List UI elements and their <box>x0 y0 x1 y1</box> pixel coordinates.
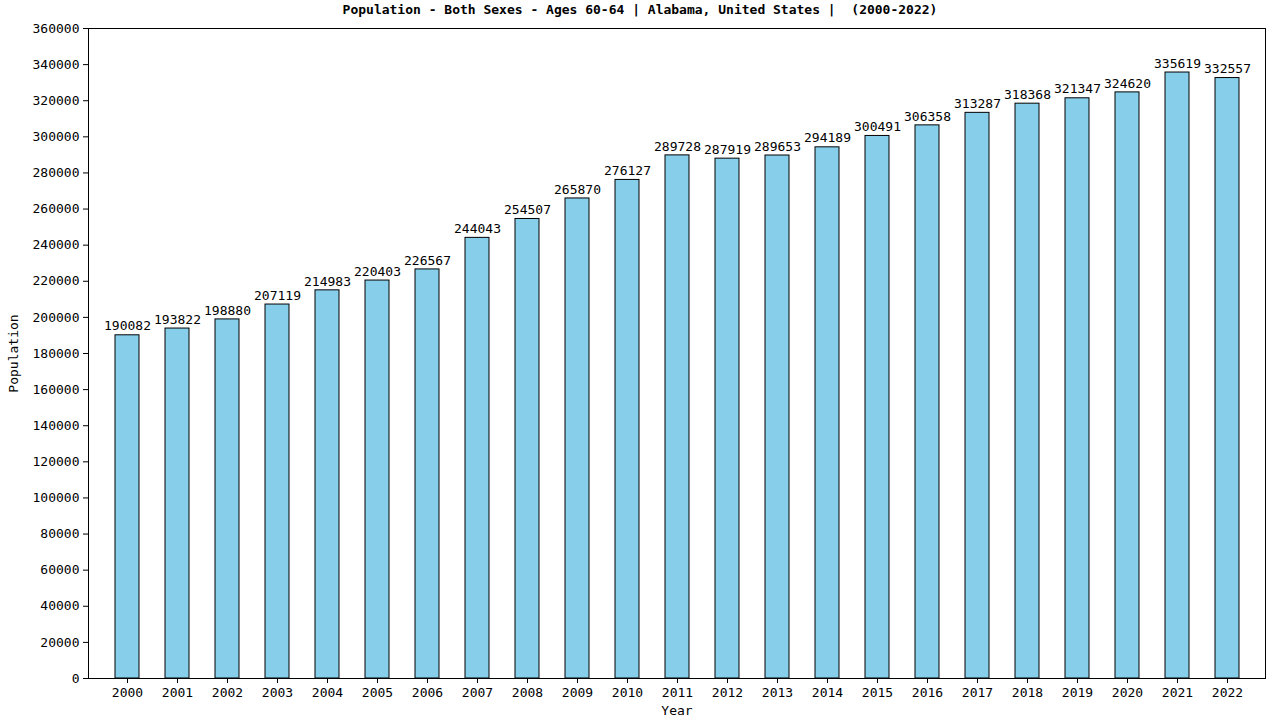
svg-text:260000: 260000 <box>33 201 80 216</box>
svg-text:2005: 2005 <box>362 685 393 700</box>
svg-text:220403: 220403 <box>354 264 401 279</box>
svg-text:300000: 300000 <box>33 129 80 144</box>
svg-text:332557: 332557 <box>1204 61 1251 76</box>
svg-text:160000: 160000 <box>33 382 80 397</box>
svg-text:313287: 313287 <box>954 96 1001 111</box>
svg-text:2003: 2003 <box>262 685 293 700</box>
svg-text:2001: 2001 <box>162 685 193 700</box>
svg-text:20000: 20000 <box>40 635 79 650</box>
svg-text:2019: 2019 <box>1062 685 1093 700</box>
svg-text:Year: Year <box>661 703 692 718</box>
svg-text:193822: 193822 <box>154 312 201 327</box>
svg-text:198880: 198880 <box>204 303 251 318</box>
svg-text:2014: 2014 <box>812 685 843 700</box>
svg-text:360000: 360000 <box>33 21 80 36</box>
svg-text:280000: 280000 <box>33 165 80 180</box>
svg-text:2018: 2018 <box>1012 685 1043 700</box>
svg-text:2006: 2006 <box>412 685 443 700</box>
html-text:Population - Both Sexes - Ages: Population - Both Sexes - Ages 60-64 | A… <box>342 2 938 17</box>
svg-text:2015: 2015 <box>862 685 893 700</box>
svg-text:80000: 80000 <box>40 526 79 541</box>
svg-text:214983: 214983 <box>304 273 351 288</box>
svg-text:2017: 2017 <box>962 685 993 700</box>
svg-text:294189: 294189 <box>804 130 851 145</box>
svg-text:318368: 318368 <box>1004 87 1051 102</box>
svg-text:200000: 200000 <box>33 310 80 325</box>
svg-text:2008: 2008 <box>512 685 543 700</box>
svg-text:340000: 340000 <box>33 57 80 72</box>
svg-text:180000: 180000 <box>33 346 80 361</box>
svg-text:2010: 2010 <box>612 685 643 700</box>
svg-text:220000: 220000 <box>33 273 80 288</box>
svg-text:2013: 2013 <box>762 685 793 700</box>
svg-text:140000: 140000 <box>33 418 80 433</box>
svg-text:190082: 190082 <box>104 318 151 333</box>
svg-text:2011: 2011 <box>662 685 693 700</box>
svg-text:120000: 120000 <box>33 454 80 469</box>
svg-text:240000: 240000 <box>33 237 80 252</box>
svg-text:0: 0 <box>72 671 80 686</box>
svg-text:289728: 289728 <box>654 139 701 154</box>
svg-text:276127: 276127 <box>604 163 651 178</box>
svg-text:2021: 2021 <box>1162 685 1193 700</box>
svg-text:100000: 100000 <box>33 490 80 505</box>
svg-text:287919: 287919 <box>704 142 751 157</box>
svg-text:60000: 60000 <box>40 562 79 577</box>
svg-text:2009: 2009 <box>562 685 593 700</box>
svg-text:2020: 2020 <box>1112 685 1143 700</box>
svg-text:2004: 2004 <box>312 685 343 700</box>
svg-text:2007: 2007 <box>462 685 493 700</box>
svg-text:289653: 289653 <box>754 139 801 154</box>
svg-text:244043: 244043 <box>454 221 501 236</box>
svg-text:2022: 2022 <box>1212 685 1243 700</box>
svg-text:321347: 321347 <box>1054 81 1101 96</box>
svg-text:254507: 254507 <box>504 202 551 217</box>
svg-text:2016: 2016 <box>912 685 943 700</box>
svg-text:300491: 300491 <box>854 119 901 134</box>
svg-text:2002: 2002 <box>212 685 243 700</box>
svg-text:2000: 2000 <box>112 685 143 700</box>
svg-text:207119: 207119 <box>254 288 301 303</box>
svg-text:40000: 40000 <box>40 598 79 613</box>
svg-text:335619: 335619 <box>1154 56 1201 71</box>
svg-text:324620: 324620 <box>1104 76 1151 91</box>
svg-text:2012: 2012 <box>712 685 743 700</box>
svg-text:306358: 306358 <box>904 109 951 124</box>
svg-text:320000: 320000 <box>33 93 80 108</box>
svg-text:226567: 226567 <box>404 253 451 268</box>
svg-text:Population: Population <box>6 314 21 392</box>
svg-text:265870: 265870 <box>554 182 601 197</box>
